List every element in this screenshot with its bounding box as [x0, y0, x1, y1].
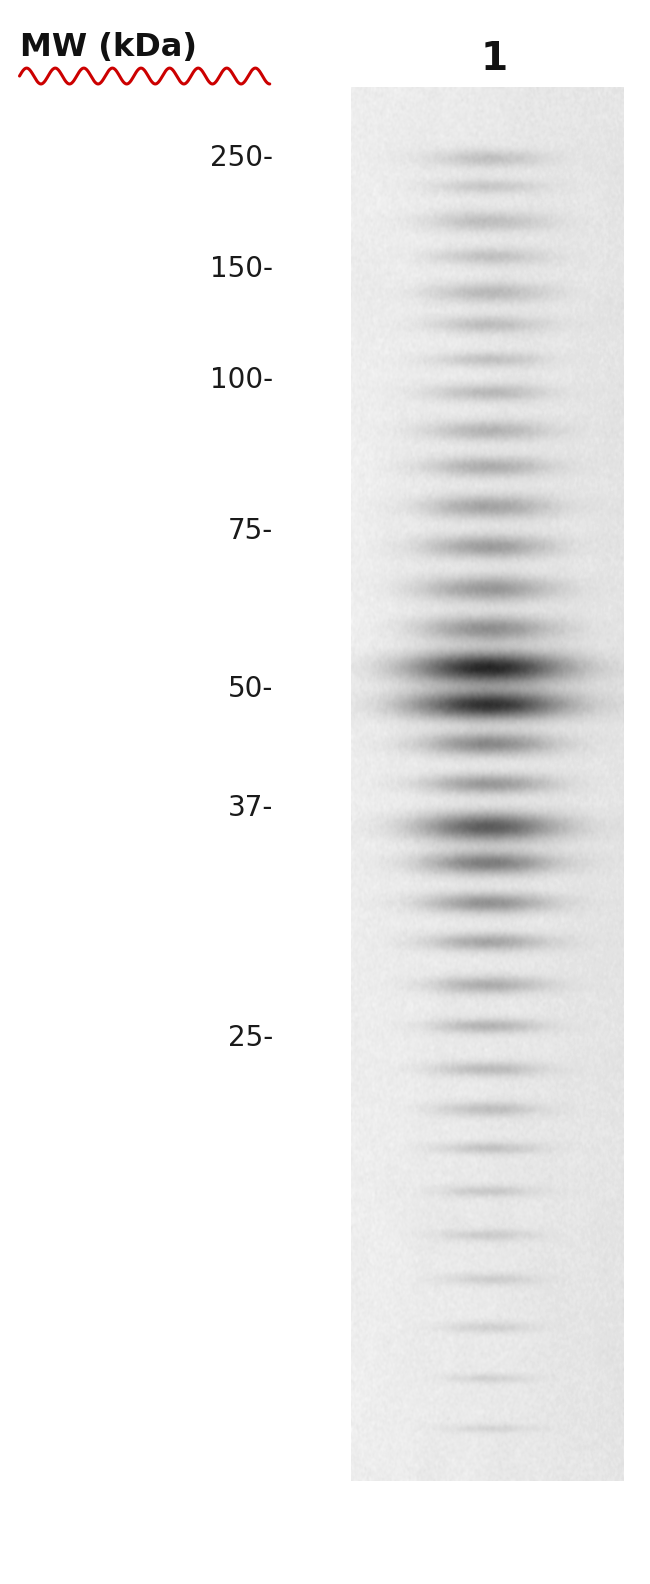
Text: 150-: 150- — [210, 255, 273, 284]
Text: 250-: 250- — [210, 144, 273, 173]
Text: 75-: 75- — [227, 516, 273, 545]
Text: 25-: 25- — [227, 1023, 273, 1052]
Text: 100-: 100- — [210, 366, 273, 394]
Text: 50-: 50- — [227, 675, 273, 703]
Text: 37-: 37- — [227, 794, 273, 822]
Text: MW (kDa): MW (kDa) — [20, 32, 196, 63]
Text: 1: 1 — [480, 40, 508, 78]
